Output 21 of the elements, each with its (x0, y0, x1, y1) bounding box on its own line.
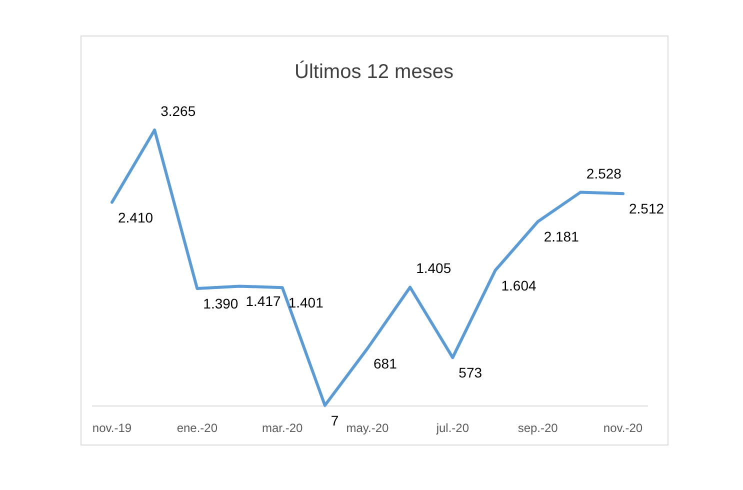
x-tick-label: nov.-20 (603, 421, 643, 435)
data-label: 3.265 (160, 103, 196, 119)
data-label: 681 (374, 355, 398, 372)
data-label: 2.181 (544, 228, 580, 245)
data-label: 7 (330, 412, 339, 428)
x-tick-label: jul.-20 (435, 421, 470, 435)
data-label: 2.512 (629, 200, 664, 217)
x-tick-label: nov.-19 (92, 421, 132, 435)
chart-title: Últimos 12 meses (294, 60, 454, 83)
x-tick-label: may.-20 (346, 421, 390, 435)
data-label: 1.604 (501, 277, 536, 294)
data-label: 1.405 (416, 260, 452, 276)
data-label: 573 (458, 364, 482, 381)
data-label: 1.390 (203, 296, 238, 312)
data-label: 2.410 (118, 209, 154, 226)
data-label: 1.401 (288, 294, 324, 311)
x-tick-label: mar.-20 (262, 421, 303, 435)
data-label: 2.528 (586, 165, 622, 182)
x-tick-label: sep.-20 (518, 421, 558, 435)
x-tick-label: ene.-20 (176, 421, 218, 435)
data-label: 1.417 (246, 293, 281, 310)
